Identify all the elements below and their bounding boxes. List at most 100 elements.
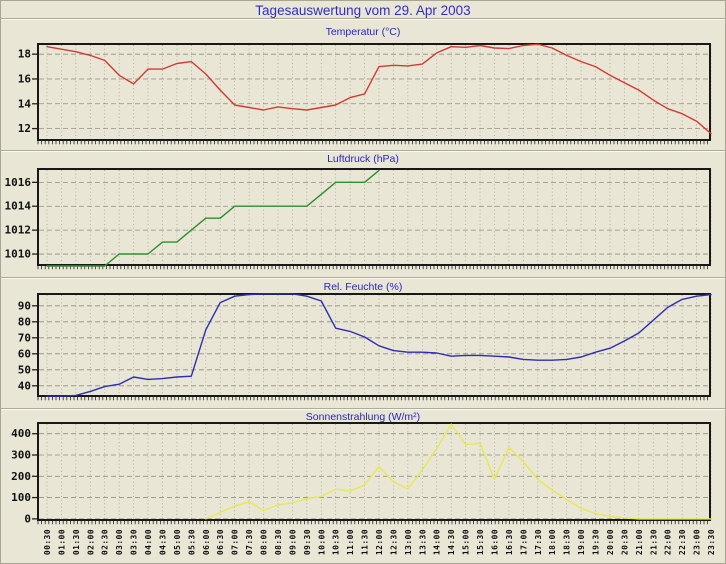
svg-text:16: 16 bbox=[18, 72, 32, 85]
svg-text:300: 300 bbox=[11, 449, 31, 462]
svg-text:05:30: 05:30 bbox=[187, 529, 196, 555]
temperature-chart-title: Temperatur (°C) bbox=[325, 26, 401, 38]
svg-text:13:30: 13:30 bbox=[418, 529, 427, 555]
svg-text:12:00: 12:00 bbox=[375, 529, 384, 555]
svg-text:22:00: 22:00 bbox=[664, 529, 673, 555]
svg-text:15:00: 15:00 bbox=[462, 529, 471, 555]
svg-text:01:00: 01:00 bbox=[57, 529, 66, 555]
solar-radiation-chart-title: Sonnenstrahlung (W/m²) bbox=[305, 411, 421, 423]
plot-frame bbox=[37, 293, 711, 397]
svg-text:0: 0 bbox=[24, 512, 31, 525]
x-axis-minor-ticks bbox=[37, 397, 708, 401]
svg-text:100: 100 bbox=[11, 491, 31, 504]
solar-radiation-chart: 0 100 200 300 400 00:30 01:00 01:30 02:00 02:30 03… bbox=[11, 422, 716, 555]
svg-text:04:00: 04:00 bbox=[144, 529, 153, 555]
svg-text:19:30: 19:30 bbox=[592, 529, 601, 555]
svg-text:16:00: 16:00 bbox=[490, 529, 499, 555]
y-axis-labels: 0 100 200 300 400 bbox=[11, 427, 37, 525]
gridlines bbox=[39, 45, 712, 139]
svg-text:50: 50 bbox=[18, 363, 31, 376]
section-divider bbox=[1, 150, 725, 152]
svg-text:18:30: 18:30 bbox=[563, 529, 572, 555]
svg-text:07:30: 07:30 bbox=[245, 529, 254, 555]
svg-text:15:30: 15:30 bbox=[476, 529, 485, 555]
svg-text:07:00: 07:00 bbox=[231, 529, 240, 555]
svg-text:21:30: 21:30 bbox=[649, 529, 658, 555]
svg-text:10:30: 10:30 bbox=[332, 529, 341, 555]
gridlines bbox=[39, 170, 712, 264]
x-axis-labels: 00:30 01:00 01:30 02:00 02:30 03:00 03:30 04:00… bbox=[43, 529, 716, 555]
x-axis-minor-ticks bbox=[37, 141, 708, 145]
humidity-chart-title: Rel. Feuchte (%) bbox=[323, 281, 403, 293]
svg-text:1014: 1014 bbox=[5, 200, 32, 213]
svg-text:400: 400 bbox=[11, 427, 31, 440]
data-line bbox=[46, 293, 712, 397]
svg-text:09:30: 09:30 bbox=[303, 529, 312, 555]
svg-text:14:00: 14:00 bbox=[433, 529, 442, 555]
svg-text:70: 70 bbox=[18, 331, 31, 344]
svg-text:05:00: 05:00 bbox=[173, 529, 182, 555]
svg-text:18: 18 bbox=[18, 48, 31, 61]
temperature-chart: 12 14 16 18 bbox=[18, 43, 712, 145]
svg-text:02:00: 02:00 bbox=[86, 529, 95, 555]
page-title: Tagesauswertung vom 29. Apr 2003 bbox=[255, 3, 471, 18]
svg-text:14: 14 bbox=[18, 97, 32, 110]
svg-text:12: 12 bbox=[18, 122, 31, 135]
svg-text:11:30: 11:30 bbox=[361, 529, 370, 555]
svg-text:80: 80 bbox=[18, 315, 31, 328]
svg-text:10:00: 10:00 bbox=[317, 529, 326, 555]
svg-text:03:00: 03:00 bbox=[115, 529, 124, 555]
svg-text:1012: 1012 bbox=[5, 224, 32, 237]
section-divider bbox=[1, 408, 725, 410]
plot-frame bbox=[37, 422, 711, 521]
data-line bbox=[46, 43, 712, 135]
svg-text:16:30: 16:30 bbox=[505, 529, 514, 555]
svg-text:11:00: 11:00 bbox=[346, 529, 355, 555]
svg-text:90: 90 bbox=[18, 299, 31, 312]
y-axis-labels: 1010 1012 1014 1016 bbox=[5, 176, 37, 261]
data-line bbox=[46, 169, 380, 267]
svg-text:40: 40 bbox=[18, 379, 31, 392]
svg-text:18:00: 18:00 bbox=[548, 529, 557, 555]
svg-text:00:30: 00:30 bbox=[43, 529, 52, 555]
section-divider bbox=[1, 277, 725, 279]
svg-text:13:00: 13:00 bbox=[404, 529, 413, 555]
svg-text:60: 60 bbox=[18, 347, 31, 360]
svg-text:22:30: 22:30 bbox=[678, 529, 687, 555]
gridlines bbox=[39, 295, 712, 395]
data-line bbox=[205, 423, 712, 520]
svg-text:17:30: 17:30 bbox=[534, 529, 543, 555]
svg-text:09:00: 09:00 bbox=[288, 529, 297, 555]
svg-text:23:30: 23:30 bbox=[707, 529, 716, 555]
svg-text:17:00: 17:00 bbox=[519, 529, 528, 555]
svg-text:01:30: 01:30 bbox=[72, 529, 81, 555]
plot-frame bbox=[37, 168, 711, 266]
svg-text:200: 200 bbox=[11, 470, 31, 483]
x-axis-minor-ticks bbox=[37, 266, 708, 270]
svg-text:08:30: 08:30 bbox=[274, 529, 283, 555]
title-divider bbox=[1, 18, 725, 20]
svg-text:1010: 1010 bbox=[5, 248, 32, 261]
svg-text:19:00: 19:00 bbox=[577, 529, 586, 555]
svg-text:08:00: 08:00 bbox=[260, 529, 269, 555]
svg-text:20:30: 20:30 bbox=[620, 529, 629, 555]
air-pressure-chart-title: Luftdruck (hPa) bbox=[327, 153, 399, 165]
svg-text:03:30: 03:30 bbox=[130, 529, 139, 555]
svg-text:02:30: 02:30 bbox=[101, 529, 110, 555]
svg-text:06:30: 06:30 bbox=[216, 529, 225, 555]
svg-text:23:00: 23:00 bbox=[693, 529, 702, 555]
air-pressure-chart: 1010 1012 1014 1016 bbox=[5, 168, 712, 270]
svg-text:06:00: 06:00 bbox=[202, 529, 211, 555]
y-axis-labels: 12 14 16 18 bbox=[18, 48, 37, 135]
svg-text:12:30: 12:30 bbox=[389, 529, 398, 555]
svg-text:04:30: 04:30 bbox=[158, 529, 167, 555]
svg-text:21:00: 21:00 bbox=[635, 529, 644, 555]
plot-frame bbox=[37, 43, 711, 141]
svg-text:14:30: 14:30 bbox=[447, 529, 456, 555]
y-axis-labels: 40 50 60 70 80 90 bbox=[18, 299, 37, 392]
x-axis-minor-ticks bbox=[37, 521, 708, 525]
svg-text:1016: 1016 bbox=[5, 176, 32, 189]
humidity-chart: 40 50 60 70 80 90 bbox=[18, 293, 712, 401]
svg-text:20:00: 20:00 bbox=[606, 529, 615, 555]
